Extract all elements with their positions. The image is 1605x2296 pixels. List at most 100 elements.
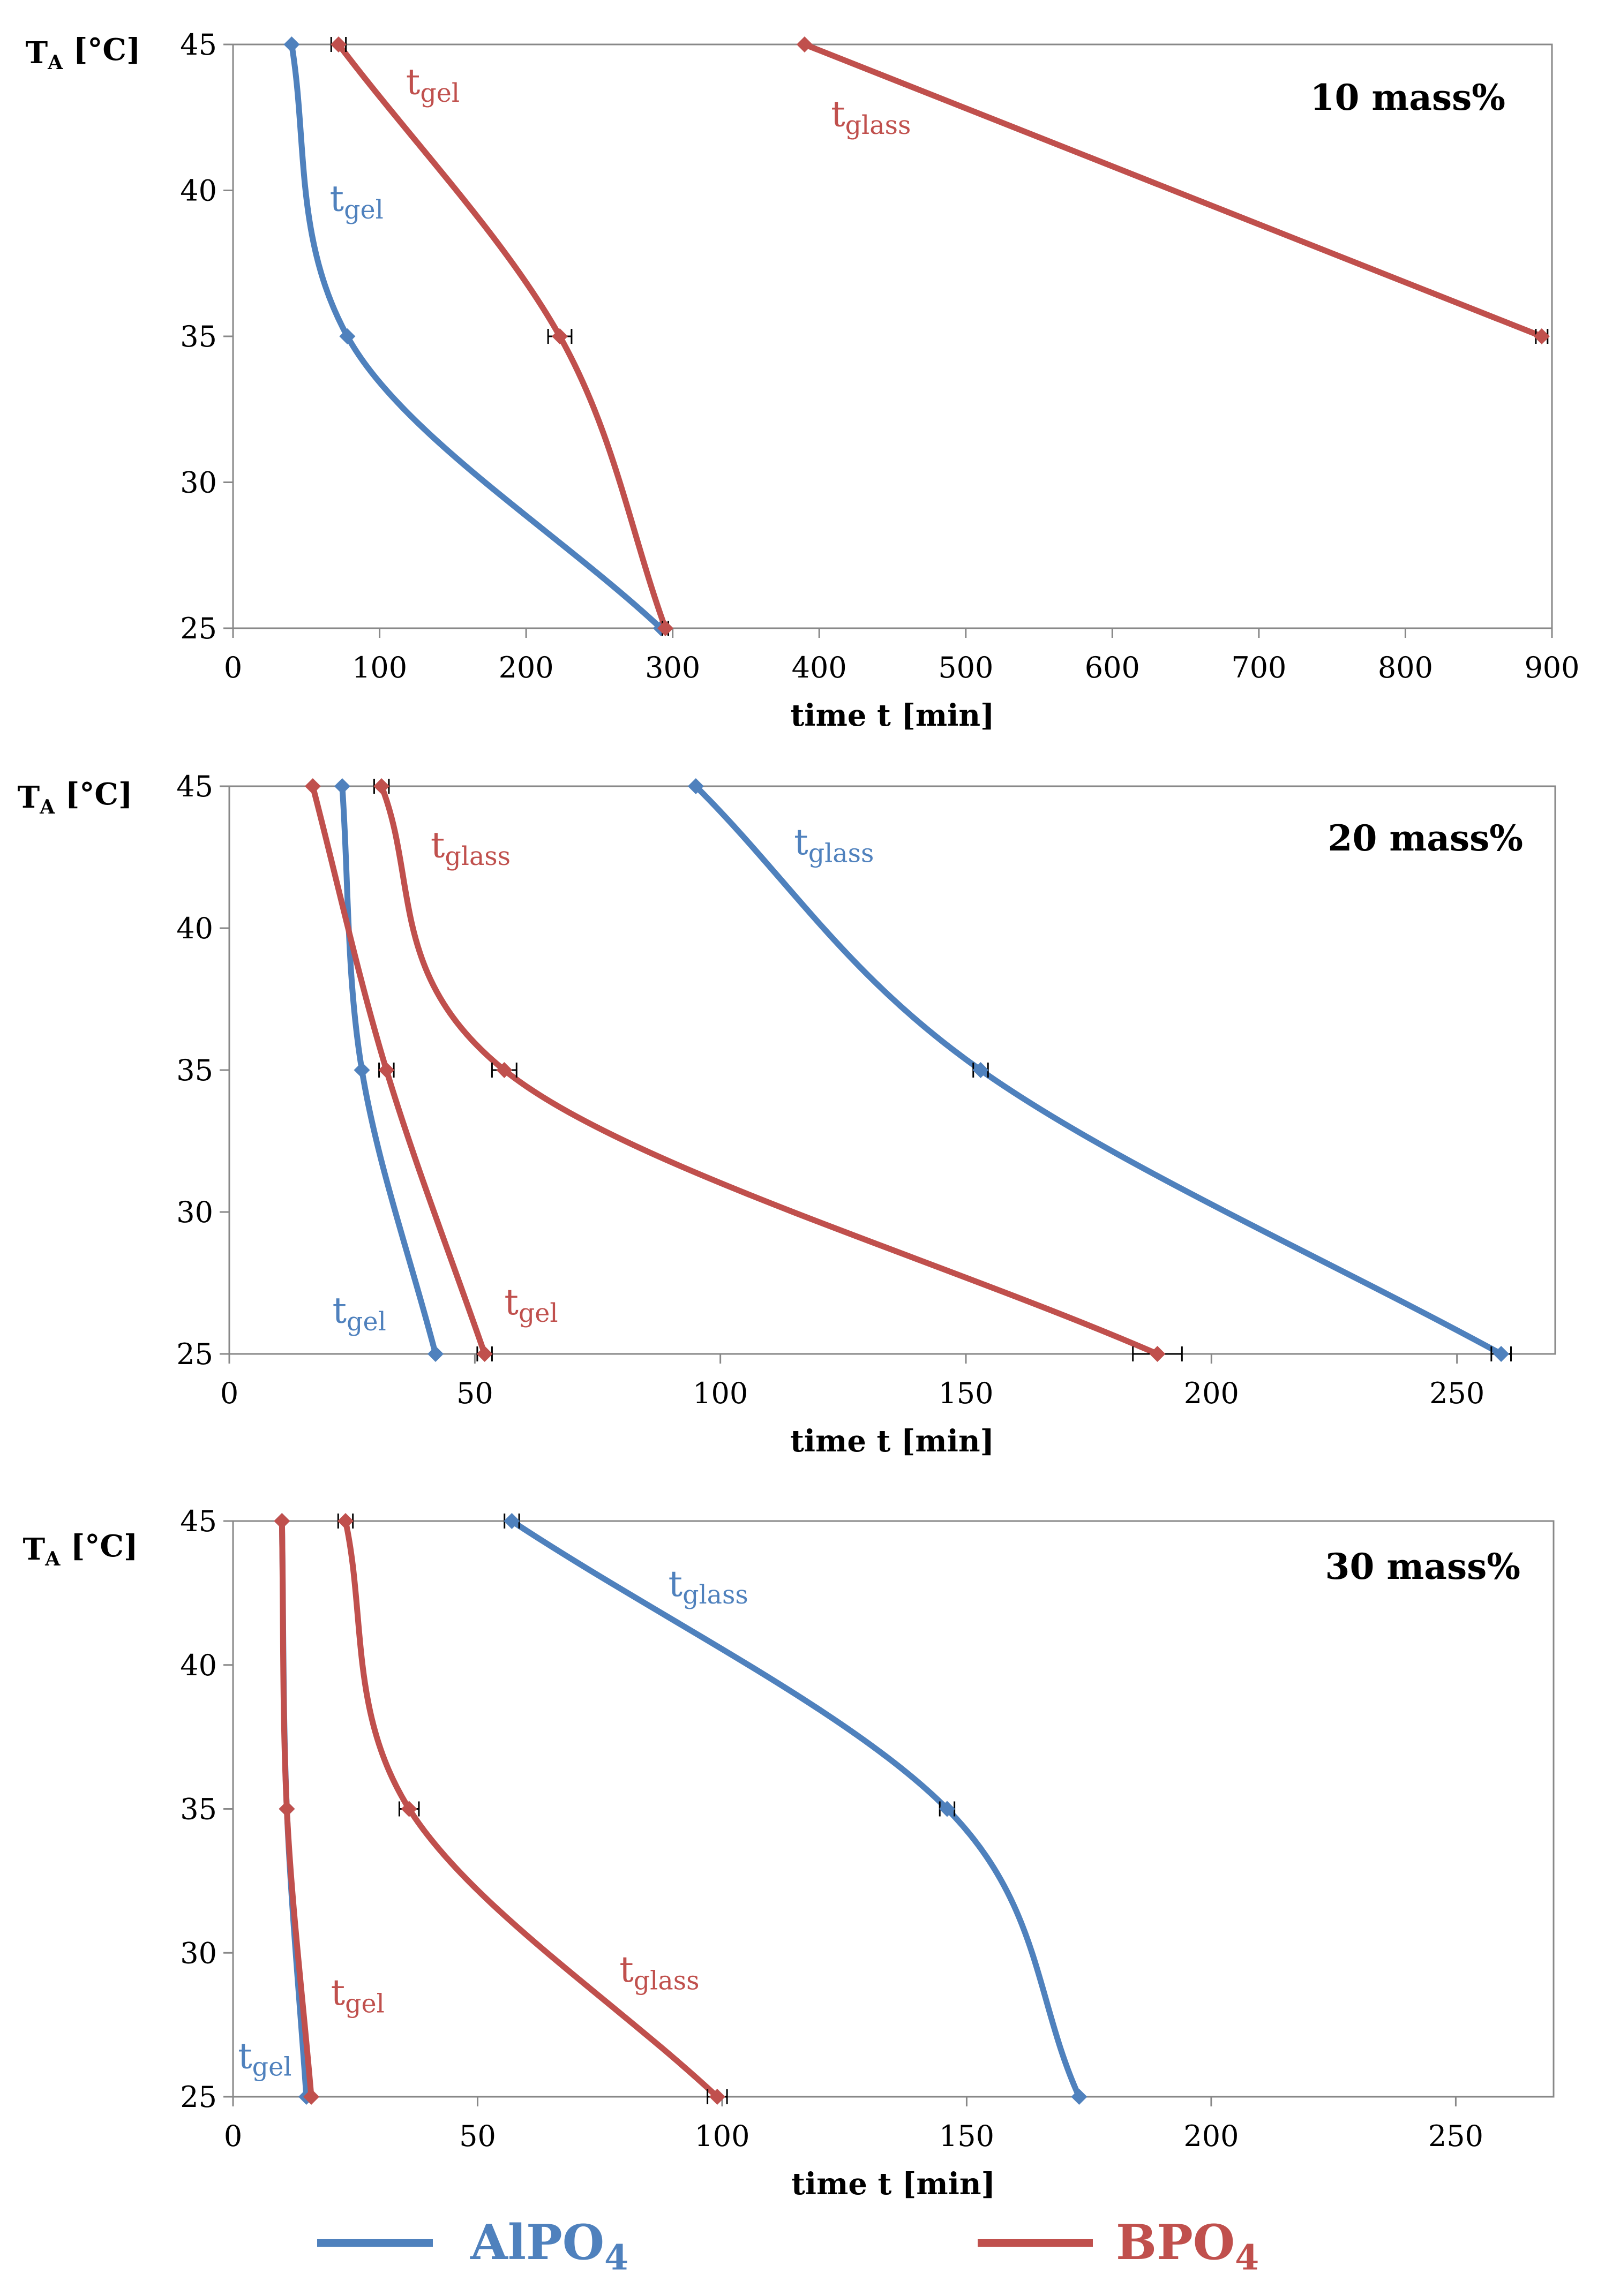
data-point-AlPO4-tgel xyxy=(339,328,356,344)
curve-label-glass: tglass xyxy=(431,825,511,871)
x-tick-label: 900 xyxy=(1524,651,1579,684)
data-point-BPO4-tglass xyxy=(1149,1346,1166,1362)
series-line-AlPO4-tgel xyxy=(288,41,664,631)
x-tick-label: 250 xyxy=(1428,2119,1483,2153)
y-tick-label: 25 xyxy=(180,612,217,645)
x-tick-label: 100 xyxy=(693,1376,748,1410)
data-point-AlPO4-tglass xyxy=(1493,1346,1510,1362)
x-tick-label: 50 xyxy=(456,1376,493,1410)
data-point-BPO4-tgel xyxy=(330,36,347,52)
x-tick-label: 200 xyxy=(1184,1376,1239,1410)
chart-panel-1: 25 30 35 40 45 0 100 200 300 400 500 600 700 800 900 ti… xyxy=(26,28,1580,733)
panel-title: 20 mass% xyxy=(1328,817,1523,859)
curve-label-glass: tglass xyxy=(831,94,911,140)
data-point-BPO4-tgel xyxy=(552,328,568,344)
x-tick-label: 400 xyxy=(792,651,847,684)
y-tick-label: 45 xyxy=(180,28,217,62)
curve-label-glass: tglass xyxy=(669,1563,748,1610)
legend-label-AlPO4: AlPO4 xyxy=(470,2214,628,2278)
panel-title: 30 mass% xyxy=(1325,1546,1520,1587)
x-tick-label: 300 xyxy=(645,651,700,684)
x-tick-label: 200 xyxy=(499,651,554,684)
y-tick-label: 25 xyxy=(180,2080,217,2114)
data-point-AlPO4-tgel xyxy=(334,778,350,794)
x-tick-label: 0 xyxy=(224,651,242,684)
series-line-AlPO4-tglass xyxy=(508,1518,1082,2100)
series-line-BPO4-tglass xyxy=(801,41,1545,340)
x-tick-label: 100 xyxy=(694,2119,749,2153)
data-point-AlPO4-tgel xyxy=(428,1346,444,1362)
x-axis-title: time t [min] xyxy=(791,2166,995,2202)
data-point-AlPO4-tglass xyxy=(687,778,704,794)
y-tick-label: 30 xyxy=(180,1936,217,1970)
curve-label-gel: tgel xyxy=(406,62,460,108)
data-point-BPO4-tglass xyxy=(401,1801,417,1817)
y-tick-label: 40 xyxy=(180,1648,217,1682)
x-tick-label: 250 xyxy=(1429,1376,1484,1410)
chart-panel-3: 25 30 35 40 45 0 50 100 150 200 250 time t [min] TA … xyxy=(23,1504,1555,2202)
y-tick-label: 35 xyxy=(180,320,217,353)
data-point-BPO4-tgel xyxy=(476,1346,493,1362)
plot-area-border xyxy=(232,1520,1555,2098)
data-point-AlPO4-tglass xyxy=(972,1062,989,1078)
data-point-BPO4-tgel xyxy=(378,1062,395,1078)
series-line-BPO4-tglass xyxy=(342,1518,721,2100)
curve-label-gel: tgel xyxy=(330,178,384,225)
series-line-BPO4-tgel xyxy=(335,41,669,631)
legend: AlPO4 BPO4 xyxy=(317,2214,1259,2278)
y-axis-title: TA [°C] xyxy=(18,777,133,818)
data-point-BPO4-tgel xyxy=(279,1801,295,1817)
data-point-BPO4-tglass xyxy=(337,1513,354,1529)
data-point-AlPO4-tglass xyxy=(1071,2089,1088,2105)
curve-label-gel: tgel xyxy=(238,2035,291,2082)
y-tick-label: 30 xyxy=(180,466,217,500)
y-tick-label: 25 xyxy=(176,1337,213,1371)
chart-panel-2: 25 30 35 40 45 0 50 100 150 200 250 time t [min] TA … xyxy=(18,770,1556,1459)
curve-label-glass: tglass xyxy=(619,1949,699,1996)
x-tick-label: 800 xyxy=(1378,651,1433,684)
x-tick-label: 50 xyxy=(459,2119,496,2153)
x-tick-label: 200 xyxy=(1183,2119,1239,2153)
plot-area-border xyxy=(228,785,1556,1355)
y-tick-label: 35 xyxy=(180,1793,217,1826)
y-tick-label: 45 xyxy=(180,1504,217,1538)
y-tick-label: 40 xyxy=(176,912,213,945)
series-line-BPO4-tgel xyxy=(310,783,488,1357)
data-point-BPO4-tglass xyxy=(496,1062,513,1078)
data-point-BPO4-tglass xyxy=(373,778,390,794)
curve-label-gel: tgel xyxy=(333,1290,386,1337)
x-tick-label: 0 xyxy=(224,2119,242,2153)
x-tick-label: 150 xyxy=(939,2119,994,2153)
data-point-BPO4-tgel xyxy=(274,1513,290,1529)
x-tick-label: 500 xyxy=(938,651,993,684)
data-point-AlPO4-tglass xyxy=(939,1801,955,1817)
y-axis-title: TA [°C] xyxy=(26,32,141,74)
y-tick-label: 40 xyxy=(180,174,217,208)
x-tick-label: 100 xyxy=(352,651,407,684)
data-point-AlPO4-tgel xyxy=(283,36,300,52)
curve-label-gel: tgel xyxy=(331,1972,385,2019)
data-point-BPO4-tgel xyxy=(657,620,673,636)
legend-label-BPO4: BPO4 xyxy=(1116,2214,1259,2278)
series-line-AlPO4-tglass xyxy=(693,783,1504,1357)
data-point-BPO4-tgel xyxy=(304,778,321,794)
curve-label-gel: tgel xyxy=(504,1282,558,1328)
x-axis-title: time t [min] xyxy=(790,1424,994,1459)
data-point-AlPO4-tglass xyxy=(504,1513,520,1529)
data-point-BPO4-tgel xyxy=(303,2089,320,2105)
y-tick-label: 30 xyxy=(176,1195,213,1229)
series-line-BPO4-tglass xyxy=(378,783,1160,1357)
data-point-BPO4-tglass xyxy=(1533,328,1550,344)
y-axis-title: TA [°C] xyxy=(23,1529,138,1570)
x-tick-label: 600 xyxy=(1085,651,1140,684)
data-point-AlPO4-tgel xyxy=(354,1062,370,1078)
x-tick-label: 0 xyxy=(220,1376,238,1410)
panel-title: 10 mass% xyxy=(1310,77,1505,118)
y-tick-label: 35 xyxy=(176,1053,213,1087)
data-point-BPO4-tglass xyxy=(796,36,813,52)
x-axis-title: time t [min] xyxy=(790,698,994,733)
y-tick-label: 45 xyxy=(176,770,213,803)
x-tick-label: 700 xyxy=(1231,651,1286,684)
data-point-BPO4-tglass xyxy=(709,2089,725,2105)
